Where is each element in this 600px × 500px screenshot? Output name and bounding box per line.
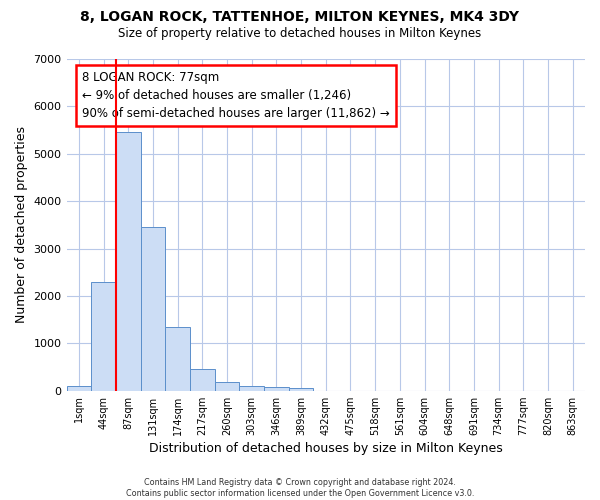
Text: 8, LOGAN ROCK, TATTENHOE, MILTON KEYNES, MK4 3DY: 8, LOGAN ROCK, TATTENHOE, MILTON KEYNES,… [80,10,520,24]
Bar [67,386,91,390]
Bar [165,326,190,390]
Bar [140,227,165,390]
Bar [215,382,239,390]
Text: Contains HM Land Registry data © Crown copyright and database right 2024.
Contai: Contains HM Land Registry data © Crown c… [126,478,474,498]
Bar [190,369,215,390]
Y-axis label: Number of detached properties: Number of detached properties [15,126,28,324]
Bar [91,282,116,391]
Bar [289,388,313,390]
Bar [116,132,140,390]
Text: Size of property relative to detached houses in Milton Keynes: Size of property relative to detached ho… [118,28,482,40]
Bar [264,387,289,390]
Text: 8 LOGAN ROCK: 77sqm
← 9% of detached houses are smaller (1,246)
90% of semi-deta: 8 LOGAN ROCK: 77sqm ← 9% of detached hou… [82,70,390,120]
Bar [239,386,264,390]
X-axis label: Distribution of detached houses by size in Milton Keynes: Distribution of detached houses by size … [149,442,503,455]
